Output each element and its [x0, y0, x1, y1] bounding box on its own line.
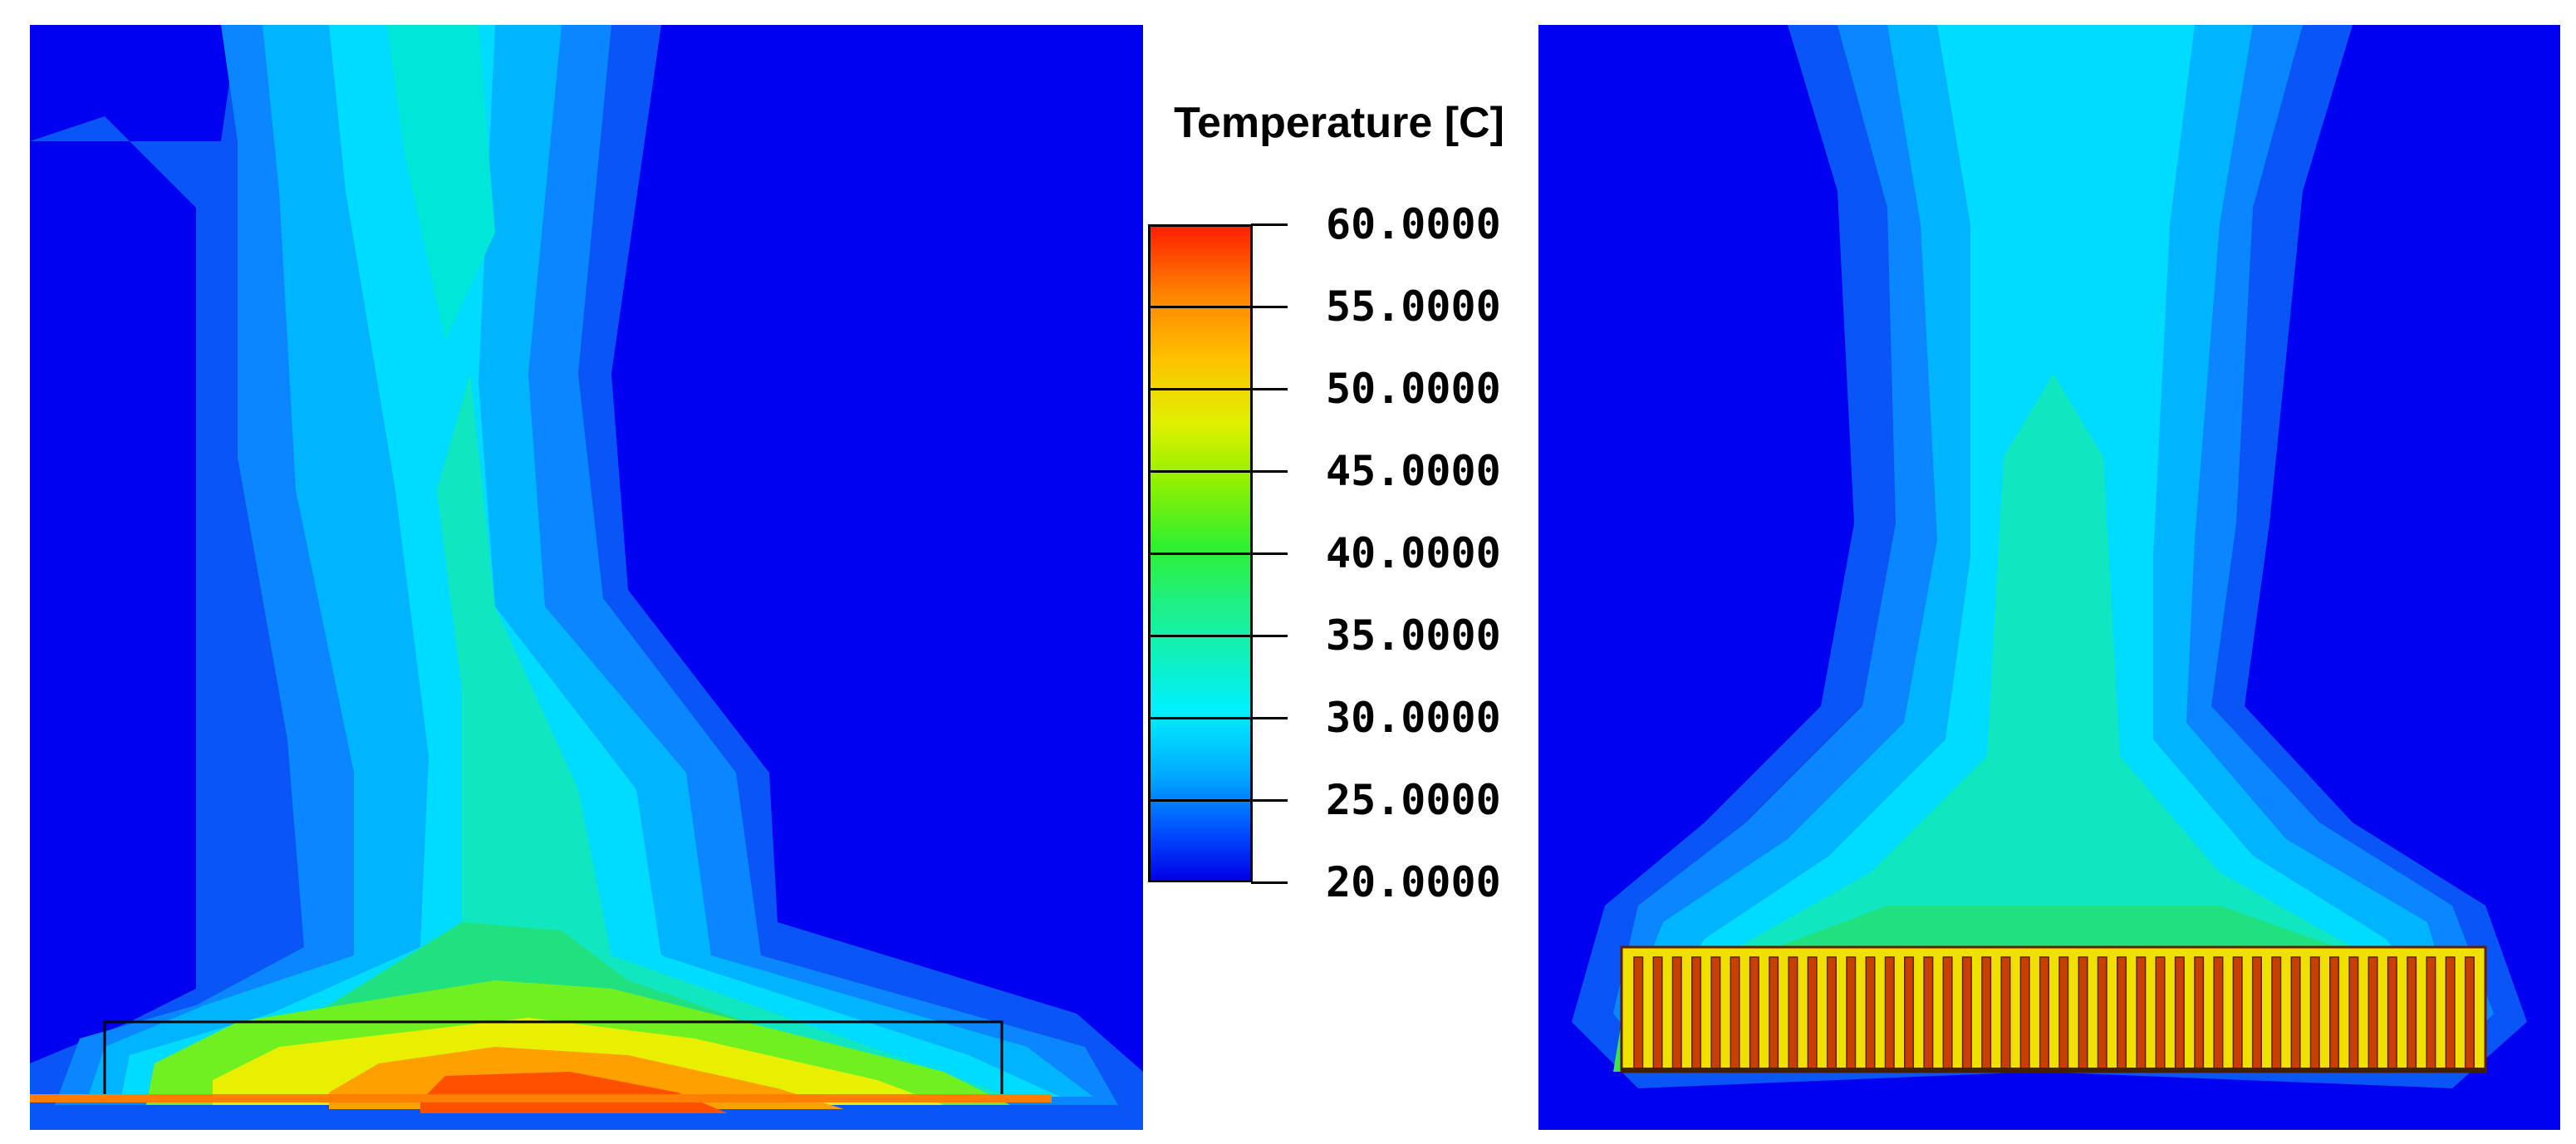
fin [2155, 956, 2166, 1069]
plume-warm-band [1705, 374, 2402, 997]
right-temperature-contour [1538, 25, 2560, 1130]
fin [2039, 956, 2049, 1069]
legend-band-divider [1148, 470, 1253, 473]
fin [2213, 956, 2224, 1069]
fin [1846, 956, 1857, 1069]
legend-band-divider [1148, 717, 1253, 719]
plume-band-3 [88, 25, 1093, 1097]
fin [1633, 956, 1644, 1069]
fin [1710, 956, 1721, 1069]
fin [2097, 956, 2107, 1069]
temperature-legend: Temperature [C] 60.0000 55.0000 50.0000 45.… [1143, 25, 1538, 906]
legend-band-divider [1148, 799, 1253, 802]
legend-tick-label: 20.0000 [1326, 858, 1501, 906]
fin [1652, 956, 1663, 1069]
fin [2348, 956, 2359, 1069]
fin [1691, 956, 1702, 1069]
fin-array [1633, 956, 2475, 1069]
fin [1730, 956, 1740, 1069]
fin [2329, 956, 2340, 1069]
legend-tick-label: 45.0000 [1326, 447, 1501, 495]
legend-tick [1251, 635, 1288, 637]
fin [1826, 956, 1837, 1069]
legend-tick-label: 35.0000 [1326, 611, 1501, 660]
fin-array-region [1622, 947, 2485, 1072]
fin [1884, 956, 1895, 1069]
legend-tick [1251, 306, 1288, 308]
plume-top-core [387, 25, 495, 341]
fin [2290, 956, 2301, 1069]
fin [1942, 956, 1953, 1069]
peak-region [420, 1072, 728, 1113]
fin [2271, 956, 2282, 1069]
legend-tick-label: 30.0000 [1326, 694, 1501, 742]
fin [1961, 956, 1972, 1069]
legend-tick-label: 55.0000 [1326, 282, 1501, 331]
legend-tick [1251, 717, 1288, 719]
legend-tick [1251, 223, 1288, 226]
fin [1923, 956, 1934, 1069]
right-contour-plot [1538, 25, 2560, 1130]
fin [2136, 956, 2147, 1069]
legend-tick-label: 60.0000 [1326, 200, 1501, 248]
fin [1981, 956, 1992, 1069]
fin [1807, 956, 1818, 1069]
fin [2174, 956, 2185, 1069]
legend-band-divider [1148, 388, 1253, 390]
legend-tick-label: 50.0000 [1326, 365, 1501, 413]
left-contour-plot [30, 25, 1143, 1130]
fin [1788, 956, 1798, 1069]
fin [2426, 956, 2436, 1069]
fin [2117, 956, 2127, 1069]
legend-tick [1251, 881, 1288, 884]
legend-tick [1251, 799, 1288, 802]
fin [1865, 956, 1876, 1069]
left-temperature-contour [30, 25, 1143, 1130]
fin [2058, 956, 2069, 1069]
legend-band-divider [1148, 306, 1253, 308]
legend-tick [1251, 552, 1288, 555]
fin [2309, 956, 2320, 1069]
fin [2000, 956, 2011, 1069]
fin [2407, 956, 2417, 1069]
legend-tick [1251, 470, 1288, 473]
fin [1904, 956, 1915, 1069]
fin [2019, 956, 2030, 1069]
fin [2387, 956, 2397, 1069]
fin [1749, 956, 1759, 1069]
fin [2367, 956, 2378, 1069]
legend-tick-label: 25.0000 [1326, 776, 1501, 824]
fin [2232, 956, 2243, 1069]
fin [2464, 956, 2475, 1069]
legend-tick [1251, 388, 1288, 390]
legend-band-divider [1148, 635, 1253, 637]
fin [2194, 956, 2205, 1069]
fin [2251, 956, 2262, 1069]
fin [1671, 956, 1682, 1069]
fin [2078, 956, 2088, 1069]
fin [1769, 956, 1779, 1069]
legend-title: Temperature [C] [1174, 99, 1504, 147]
legend-tick-label: 40.0000 [1326, 529, 1501, 577]
legend-band-divider [1148, 552, 1253, 555]
fin [2445, 956, 2456, 1069]
